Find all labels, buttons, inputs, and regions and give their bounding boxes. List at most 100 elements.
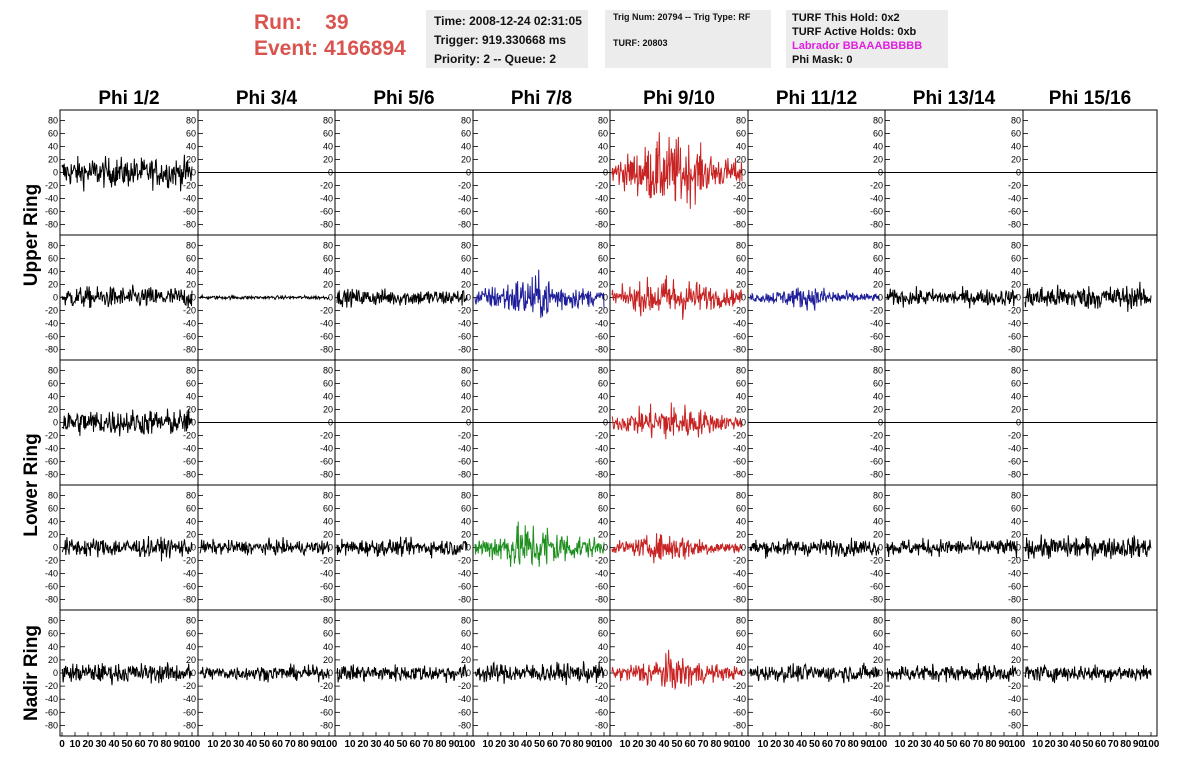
run-value: 39 xyxy=(325,11,349,34)
y-tick-label: 60 xyxy=(598,504,608,514)
x-tick-label: 40 xyxy=(108,739,120,750)
y-tick-label: -40 xyxy=(870,319,883,329)
column-title: Phi 5/6 xyxy=(373,88,434,109)
y-tick-label: 40 xyxy=(873,142,883,152)
y-tick-label: -20 xyxy=(183,306,196,316)
y-tick-label: -40 xyxy=(595,569,608,579)
x-tick-label: 50 xyxy=(671,739,683,750)
y-tick-label: 40 xyxy=(1011,517,1021,527)
y-tick-label: 40 xyxy=(48,267,58,277)
y-tick-label: -80 xyxy=(320,220,333,230)
y-tick-label: -40 xyxy=(1008,194,1021,204)
ring-label: Lower Ring xyxy=(21,433,42,536)
waveform-panel: 80 60 40 20 0 -20 -40 -60 -80 xyxy=(595,484,749,611)
y-tick-label: -20 xyxy=(183,556,196,566)
y-tick-label: 80 xyxy=(323,491,333,501)
y-tick-label: 0 xyxy=(53,168,58,178)
y-tick-label: -20 xyxy=(733,681,746,691)
y-tick-label: 80 xyxy=(48,366,58,376)
x-tick-label: 70 xyxy=(972,739,984,750)
y-tick-label: -80 xyxy=(458,220,471,230)
y-tick-label: 20 xyxy=(461,280,471,290)
x-tick-label: 90 xyxy=(723,739,735,750)
labrador-text: Labrador BBAAABBBBB xyxy=(792,40,923,52)
x-tick-label: 100 xyxy=(459,739,476,750)
y-tick-label: 60 xyxy=(461,129,471,139)
y-tick-label: 0 xyxy=(53,418,58,428)
y-tick-label: 60 xyxy=(48,254,58,264)
ring-label: Upper Ring xyxy=(21,184,42,286)
y-tick-label: -40 xyxy=(1008,319,1021,329)
y-tick-label: 20 xyxy=(186,530,196,540)
x-tick-label: 20 xyxy=(770,739,782,750)
y-tick-label: -40 xyxy=(320,194,333,204)
y-tick-label: -20 xyxy=(458,681,471,691)
y-tick-label: 60 xyxy=(461,254,471,264)
y-tick-label: -60 xyxy=(733,582,746,592)
y-tick-label: -60 xyxy=(1008,332,1021,342)
y-tick-label: 20 xyxy=(48,155,58,165)
x-tick-label: 80 xyxy=(848,739,860,750)
y-tick-label: 20 xyxy=(598,530,608,540)
y-tick-label: 20 xyxy=(736,530,746,540)
x-tick-label: 60 xyxy=(822,739,834,750)
y-tick-label: 60 xyxy=(598,254,608,264)
y-tick-label: 0 xyxy=(328,668,333,678)
y-tick-label: 0 xyxy=(53,293,58,303)
y-tick-label: 20 xyxy=(736,155,746,165)
y-tick-label: -80 xyxy=(733,345,746,355)
y-tick-label: 60 xyxy=(873,379,883,389)
y-tick-label: -60 xyxy=(458,332,471,342)
y-tick-label: -80 xyxy=(595,595,608,605)
y-tick-label: 80 xyxy=(48,616,58,626)
x-tick-label: 20 xyxy=(495,739,507,750)
x-tick-label: 30 xyxy=(370,739,382,750)
column-title: Phi 3/4 xyxy=(236,88,298,109)
y-tick-label: -20 xyxy=(320,181,333,191)
x-tick-label: 50 xyxy=(259,739,271,750)
waveform-trace xyxy=(336,664,468,684)
y-tick-label: 80 xyxy=(736,366,746,376)
y-tick-label: 60 xyxy=(186,629,196,639)
waveform-trace xyxy=(886,663,1018,683)
x-tick-label: 80 xyxy=(573,739,585,750)
y-tick-label: -80 xyxy=(595,470,608,480)
y-tick-label: 20 xyxy=(736,655,746,665)
y-tick-label: 0 xyxy=(191,418,196,428)
y-tick-label: -60 xyxy=(458,582,471,592)
x-tick-label: 60 xyxy=(409,739,421,750)
y-tick-label: 20 xyxy=(873,530,883,540)
time-text: Time: 2008-12-24 02:31:05 xyxy=(434,14,582,28)
y-tick-label: 40 xyxy=(461,517,471,527)
y-tick-label: 40 xyxy=(48,642,58,652)
y-tick-label: 60 xyxy=(1011,504,1021,514)
y-tick-label: 20 xyxy=(323,280,333,290)
waveform-panel: 80 60 40 20 0 -20 -40 -60 -80 xyxy=(458,609,611,737)
y-tick-label: 0 xyxy=(466,418,471,428)
y-tick-label: -60 xyxy=(595,582,608,592)
x-tick-label: 10 xyxy=(69,739,81,750)
y-tick-label: 40 xyxy=(1011,267,1021,277)
y-tick-label: 0 xyxy=(466,293,471,303)
y-tick-label: -80 xyxy=(870,595,883,605)
y-tick-label: -40 xyxy=(183,444,196,454)
y-tick-label: 40 xyxy=(186,642,196,652)
turf-hold-text: TURF This Hold: 0x2 xyxy=(792,12,900,24)
y-tick-label: -40 xyxy=(458,319,471,329)
y-tick-label: -80 xyxy=(733,595,746,605)
y-tick-label: -60 xyxy=(733,332,746,342)
waveform-panel: 80 60 40 20 0 -20 -40 -60 -80 xyxy=(320,484,474,611)
y-tick-label: 60 xyxy=(323,629,333,639)
y-tick-label: 60 xyxy=(461,504,471,514)
y-tick-label: -40 xyxy=(320,694,333,704)
x-tick-label: 100 xyxy=(1009,739,1026,750)
y-tick-label: -60 xyxy=(320,582,333,592)
x-tick-label: 70 xyxy=(422,739,434,750)
y-tick-label: 80 xyxy=(598,616,608,626)
waveform-panel: 80 60 40 20 0 -20 -40 -60 -80 xyxy=(870,609,1024,737)
waveform-panel: 80 60 40 20 0 -20 -40 -60 -80 xyxy=(733,359,886,486)
x-tick-label: 90 xyxy=(861,739,873,750)
y-tick-label: 20 xyxy=(323,655,333,665)
y-tick-label: 80 xyxy=(598,116,608,126)
x-tick-label: 70 xyxy=(697,739,709,750)
